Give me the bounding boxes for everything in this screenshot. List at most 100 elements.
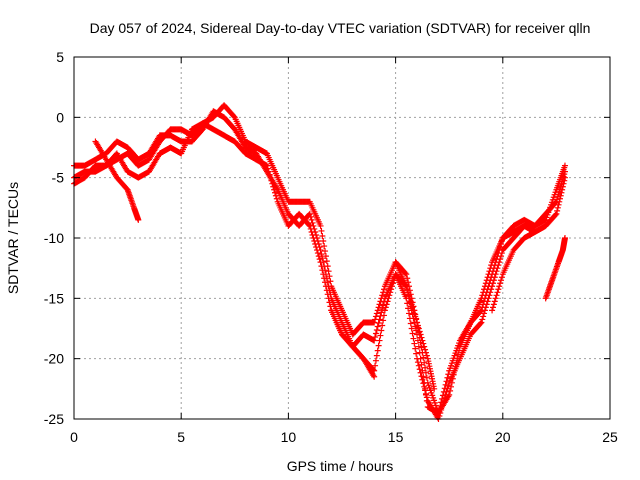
data-point [308, 216, 315, 223]
data-point [265, 168, 272, 175]
data-point [423, 397, 430, 404]
data-point [415, 343, 422, 350]
data-point [403, 283, 410, 290]
data-point [421, 343, 428, 350]
data-point [479, 304, 486, 311]
data-point [374, 323, 381, 330]
data-point [495, 250, 502, 257]
data-point [409, 330, 416, 337]
data-point [491, 262, 498, 269]
data-point [407, 298, 414, 305]
data-point [415, 325, 422, 332]
data-point [481, 298, 488, 305]
data-point [375, 342, 382, 349]
data-point [414, 319, 421, 326]
grid [74, 57, 610, 419]
data-point [423, 352, 430, 359]
data-point [380, 317, 387, 324]
data-point [481, 295, 488, 302]
data-point [439, 395, 446, 402]
data-point [418, 361, 425, 368]
data-point [379, 292, 386, 299]
data-point [487, 277, 494, 284]
data-point [498, 241, 505, 248]
data-point [322, 279, 329, 286]
data-point [493, 256, 500, 263]
data-point [377, 332, 384, 339]
data-point [322, 283, 329, 290]
data-point [422, 364, 429, 371]
data-point [411, 340, 418, 347]
data-point [371, 373, 378, 380]
data-point [478, 307, 485, 314]
data-point [554, 207, 561, 214]
data-point [263, 162, 270, 169]
y-tick-label: -15 [44, 290, 64, 306]
series-track-7 [489, 228, 538, 314]
data-point [435, 409, 442, 416]
data-point [135, 216, 142, 223]
data-point [379, 305, 386, 312]
data-point [486, 280, 493, 287]
data-point [495, 286, 502, 293]
data-point [316, 256, 323, 263]
data-point [483, 289, 490, 296]
data-point [443, 378, 450, 385]
data-point [484, 286, 491, 293]
data-point [407, 320, 414, 327]
data-point [490, 301, 497, 308]
data-point [309, 231, 316, 238]
data-point [386, 292, 393, 299]
data-point [268, 177, 275, 184]
data-point [321, 243, 328, 250]
data-point [418, 334, 425, 341]
data-point [411, 310, 418, 317]
data-point [266, 171, 273, 178]
data-point [412, 313, 419, 320]
series-track-4 [92, 138, 142, 223]
data-point [442, 381, 449, 388]
y-axis-label: SDTVAR / TECUs [5, 182, 21, 294]
y-tick-label: 0 [56, 109, 64, 125]
series-layer [71, 102, 568, 422]
data-point [307, 213, 314, 220]
data-point [230, 113, 237, 120]
data-point [489, 304, 496, 311]
data-point [440, 388, 447, 395]
data-point [405, 289, 412, 296]
data-point [306, 222, 313, 229]
series-track-3 [71, 120, 568, 416]
data-point [552, 199, 559, 206]
data-point [422, 349, 429, 356]
data-point [307, 225, 314, 232]
data-point [489, 307, 496, 314]
data-point [422, 369, 429, 376]
data-point [327, 278, 334, 285]
data-point [313, 244, 320, 251]
data-point [490, 265, 497, 272]
data-point [496, 283, 503, 290]
data-point [310, 235, 317, 241]
data-point [436, 412, 443, 419]
data-point [324, 291, 331, 298]
data-point [480, 301, 487, 308]
data-point [489, 268, 496, 275]
data-point [441, 385, 448, 392]
data-point [418, 344, 425, 351]
data-point [309, 219, 316, 226]
data-point [561, 168, 568, 175]
data-point [554, 204, 561, 211]
data-point [373, 327, 380, 334]
data-point [319, 255, 326, 262]
data-point [272, 189, 278, 196]
data-point [491, 298, 498, 305]
data-point [375, 319, 382, 326]
data-point [492, 295, 499, 302]
series-track-5 [328, 307, 378, 380]
data-point [414, 322, 421, 329]
data-point [320, 271, 327, 278]
data-point [431, 385, 438, 392]
data-point [493, 292, 500, 299]
data-point [420, 354, 427, 361]
